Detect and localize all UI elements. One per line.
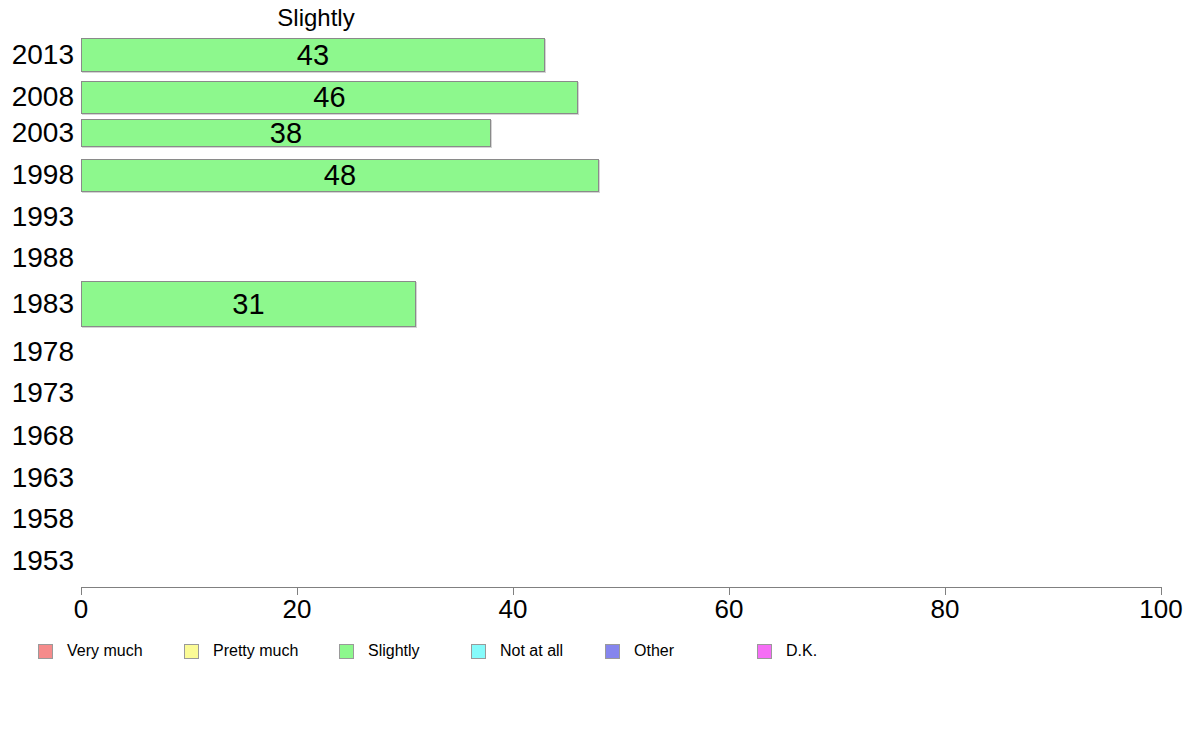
x-tick-label: 40 — [473, 595, 553, 623]
bar: 38 — [81, 119, 491, 147]
y-axis-label: 1998 — [0, 160, 74, 190]
legend-item: Other — [605, 640, 674, 662]
legend-label: Pretty much — [213, 641, 298, 661]
legend-label: D.K. — [786, 641, 817, 661]
legend-item: Pretty much — [184, 640, 298, 662]
chart-title: Slightly — [216, 4, 416, 32]
y-axis-label: 2008 — [0, 82, 74, 112]
bar: 31 — [81, 281, 416, 327]
legend-label: Other — [634, 641, 674, 661]
legend-label: Very much — [67, 641, 143, 661]
y-axis-label: 1968 — [0, 421, 74, 451]
y-axis-label: 2003 — [0, 118, 74, 148]
x-tick-label: 20 — [257, 595, 337, 623]
x-tick-label: 60 — [689, 595, 769, 623]
bar-value-label: 46 — [313, 83, 345, 112]
x-axis-line — [81, 587, 1161, 588]
legend-label: Slightly — [368, 641, 420, 661]
x-tick-label: 100 — [1121, 595, 1188, 623]
legend-swatch — [184, 644, 199, 659]
bar-chart: Slightly 2013 43 2008 46 2003 38 1998 48 1993 198… — [0, 0, 1188, 736]
x-tick-label: 0 — [41, 595, 121, 623]
y-axis-label: 2013 — [0, 40, 74, 70]
bar-value-label: 31 — [232, 290, 264, 319]
legend-swatch — [38, 644, 53, 659]
bar-value-label: 43 — [297, 41, 329, 70]
legend-swatch — [471, 644, 486, 659]
legend-label: Not at all — [500, 641, 563, 661]
y-axis-label: 1973 — [0, 378, 74, 408]
legend-swatch — [605, 644, 620, 659]
legend-swatch — [339, 644, 354, 659]
legend-item: D.K. — [757, 640, 817, 662]
y-axis-label: 1958 — [0, 504, 74, 534]
bar: 46 — [81, 81, 578, 114]
y-axis-label: 1988 — [0, 243, 74, 273]
legend-item: Not at all — [471, 640, 563, 662]
legend-swatch — [757, 644, 772, 659]
y-axis-label: 1963 — [0, 463, 74, 493]
legend-item: Very much — [38, 640, 143, 662]
legend-item: Slightly — [339, 640, 420, 662]
y-axis-label: 1953 — [0, 546, 74, 576]
bar-value-label: 38 — [270, 119, 302, 148]
y-axis-label: 1983 — [0, 289, 74, 319]
bar-value-label: 48 — [324, 161, 356, 190]
y-axis-label: 1993 — [0, 202, 74, 232]
bar: 48 — [81, 159, 599, 192]
x-tick-label: 80 — [905, 595, 985, 623]
bar: 43 — [81, 38, 545, 72]
y-axis-label: 1978 — [0, 337, 74, 367]
